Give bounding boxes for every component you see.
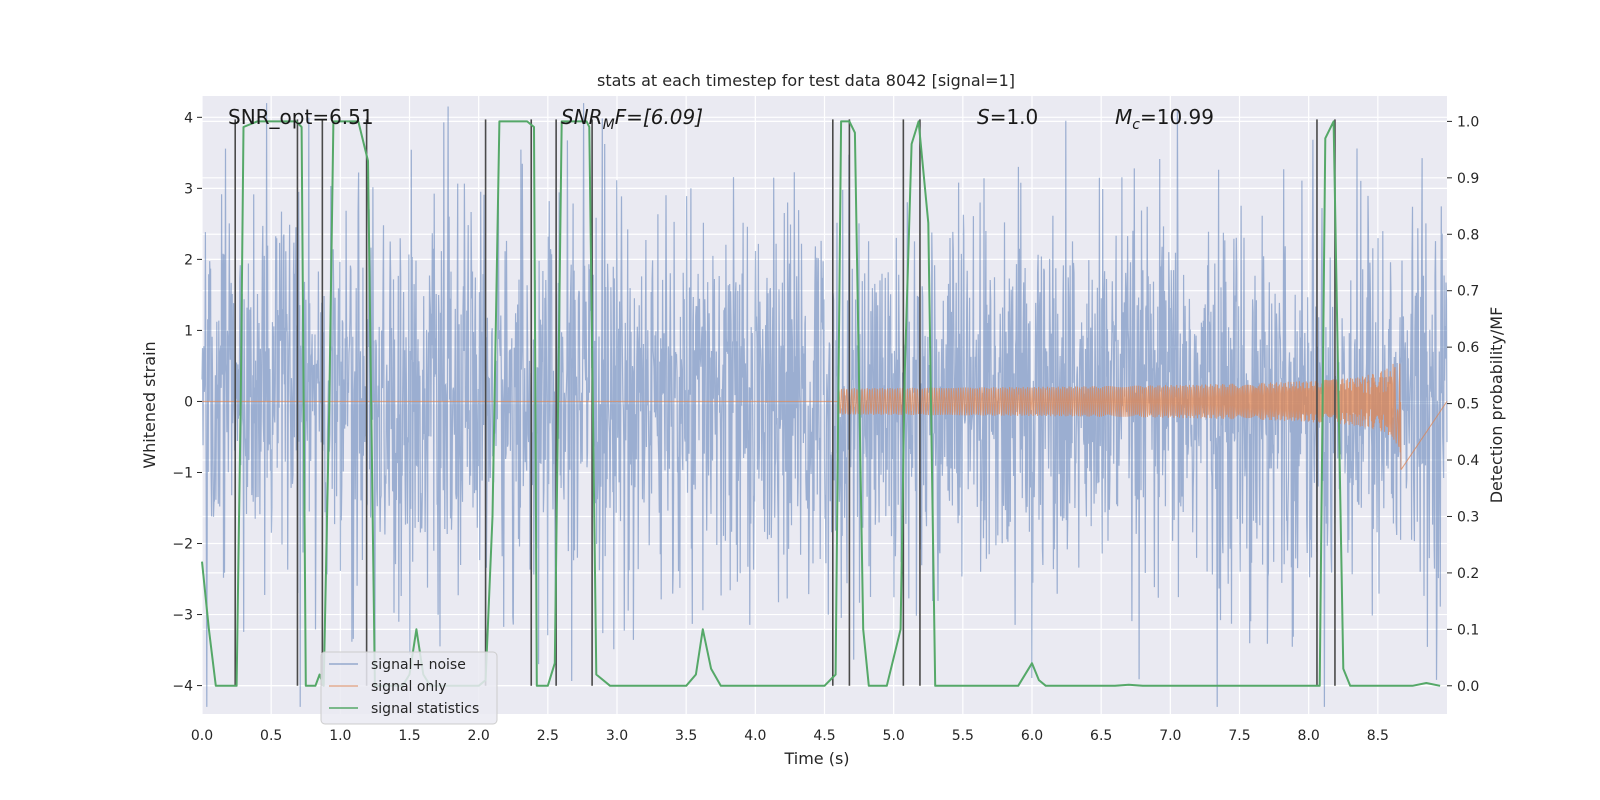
annotation-mc-sub: c	[1132, 117, 1140, 133]
y-axis-ticks: −4 −3 −2 −1 0 1 2 3 4	[172, 110, 202, 695]
y2-tick-label: 0.4	[1457, 453, 1479, 469]
y-tick-label: −3	[172, 608, 193, 624]
y-tick-label: 2	[184, 252, 193, 268]
noise-line	[201, 103, 1448, 707]
annotation-snr-opt: SNR_opt=6.51	[228, 105, 374, 129]
annotation-snr-mf-main: SNR	[561, 105, 603, 129]
x-tick-label: 4.5	[813, 728, 835, 744]
x-tick-label: 6.5	[1090, 728, 1112, 744]
x-tick-label: 2.5	[537, 728, 559, 744]
annotation-snr-mf: SNRMF=[6.09]	[561, 105, 703, 133]
y-tick-label: 0	[184, 394, 193, 410]
annotation-snr-mf-rest: F=[6.09]	[615, 105, 703, 129]
annotation-s-main: S	[977, 105, 990, 129]
series-signal-noise	[201, 103, 1448, 707]
x-tick-label: 3.0	[606, 728, 628, 744]
annotation-s: S=1.0	[977, 105, 1038, 129]
legend-label-signal-statistics: signal statistics	[371, 701, 479, 717]
chirp-line	[202, 363, 1448, 470]
legend-label-signal-noise: signal+ noise	[371, 657, 466, 673]
y-tick-label: −4	[172, 679, 193, 695]
y-tick-label: 3	[184, 181, 193, 197]
legend: signal+ noise signal only signal statist…	[320, 651, 498, 725]
x-tick-label: 8.5	[1367, 728, 1389, 744]
x-tick-label: 0.0	[191, 728, 213, 744]
x-tick-label: 6.0	[1021, 728, 1043, 744]
legend-label-signal-only: signal only	[371, 679, 446, 695]
y2-axis-ticks: 0.0 0.1 0.2 0.3 0.4 0.5 0.6 0.7 0.8 0.9 1.0	[1447, 114, 1479, 695]
x-axis-label: Time (s)	[783, 749, 849, 768]
chart-title: stats at each timestep for test data 804…	[597, 71, 1015, 90]
y-tick-label: 4	[184, 110, 193, 126]
plot-area	[201, 96, 1448, 714]
y2-tick-label: 0.2	[1457, 566, 1479, 582]
x-tick-label: 5.5	[952, 728, 974, 744]
y-axis-label: Whitened strain	[140, 341, 159, 468]
annotation-mc-main: M	[1115, 105, 1132, 129]
y-tick-label: 1	[184, 323, 193, 339]
x-tick-label: 8.0	[1298, 728, 1320, 744]
y2-tick-label: 0.6	[1457, 340, 1479, 356]
y2-tick-label: 1.0	[1457, 114, 1479, 130]
y2-tick-label: 0.5	[1457, 397, 1479, 413]
annotation-mc: Mc=10.99	[1115, 105, 1214, 133]
legend-box	[320, 651, 498, 725]
y2-tick-label: 0.3	[1457, 509, 1479, 525]
x-tick-label: 1.0	[329, 728, 351, 744]
y2-tick-label: 0.9	[1457, 171, 1479, 187]
x-tick-label: 7.0	[1159, 728, 1181, 744]
x-tick-label: 0.5	[260, 728, 282, 744]
x-tick-label: 7.5	[1228, 728, 1250, 744]
y2-tick-label: 0.7	[1457, 284, 1479, 300]
y2-axis-label: Detection probability/MF	[1487, 307, 1506, 504]
y-tick-label: −1	[172, 465, 193, 481]
annotation-s-rest: =1.0	[990, 105, 1039, 129]
y2-tick-label: 0.0	[1457, 679, 1479, 695]
series-signal-only	[202, 363, 1448, 470]
x-tick-label: 4.0	[744, 728, 766, 744]
x-tick-label: 1.5	[398, 728, 420, 744]
y2-tick-label: 0.8	[1457, 227, 1479, 243]
x-tick-label: 2.0	[468, 728, 490, 744]
x-tick-label: 5.0	[883, 728, 905, 744]
annotation-mc-rest: =10.99	[1140, 105, 1214, 129]
x-tick-label: 3.5	[675, 728, 697, 744]
annotation-snr-mf-sub: M	[603, 117, 615, 133]
x-axis-ticks: 0.0 0.5 1.0 1.5 2.0 2.5 3.0 3.5 4.0 4.5 5.0 5.5 6.0 6…	[191, 728, 1389, 744]
y-tick-label: −2	[172, 537, 193, 553]
vertical-markers	[234, 119, 1336, 686]
y2-tick-label: 0.1	[1457, 622, 1479, 638]
